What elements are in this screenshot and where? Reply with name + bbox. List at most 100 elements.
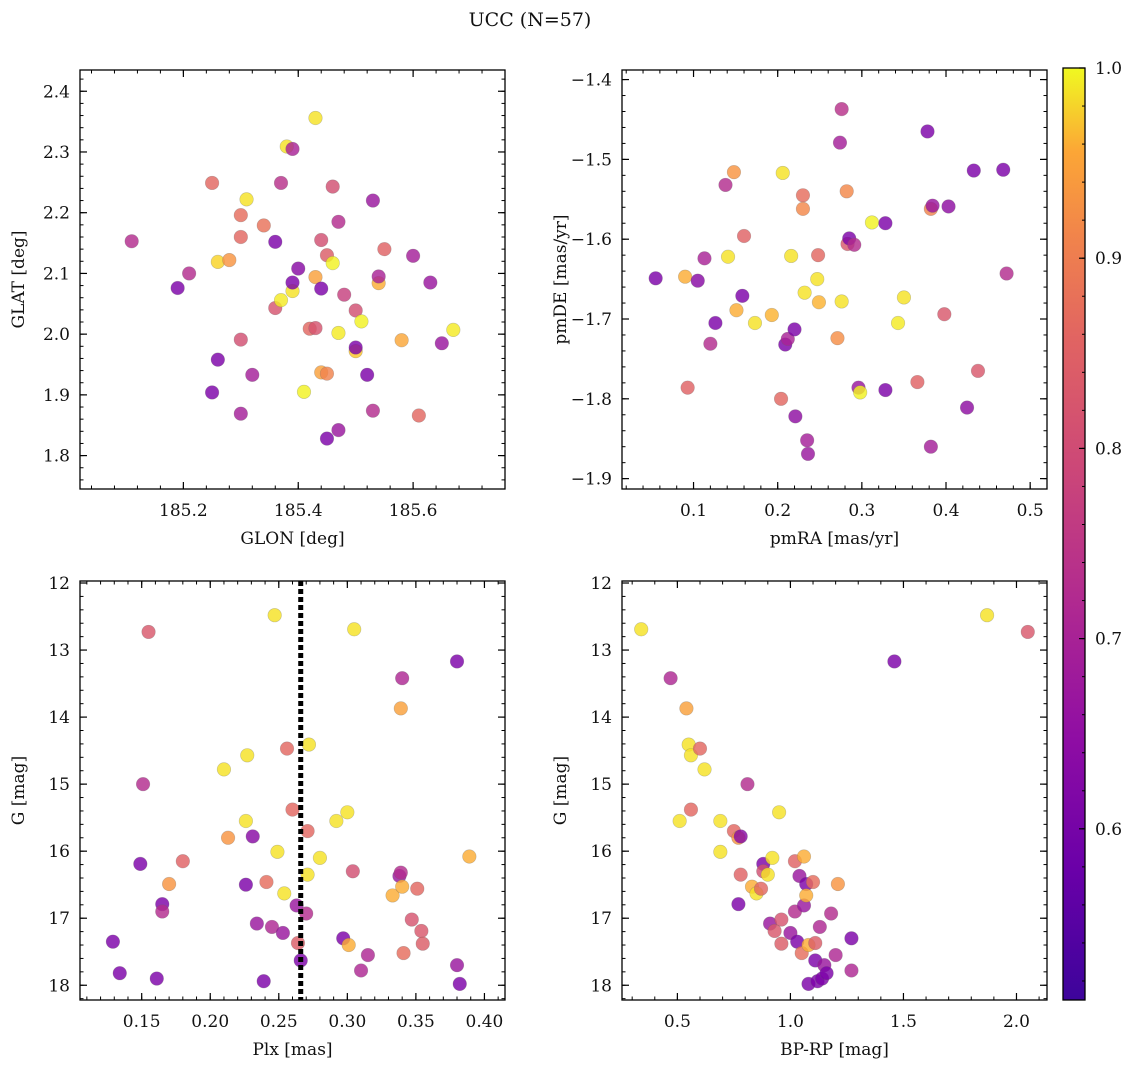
scatter-point [264, 919, 280, 935]
scatter-point [414, 923, 429, 939]
scatter-point [360, 947, 376, 963]
axes-frame [79, 69, 506, 490]
scatter-point [733, 829, 748, 844]
scatter-point [462, 849, 477, 864]
y-tick-label: −1.4 [571, 71, 612, 91]
y-tick-label: −1.6 [571, 230, 612, 250]
scatter-point [678, 269, 693, 284]
scatter-point [291, 261, 306, 276]
axes-frame [621, 69, 1048, 490]
figure-title: UCC (N=57) [469, 9, 592, 31]
y-tick-label: −1.5 [571, 150, 612, 170]
scatter-point [170, 280, 185, 296]
scatter-point [319, 431, 335, 446]
scatter-point [354, 314, 369, 329]
scatter-point [753, 881, 769, 896]
scatter-point [273, 293, 289, 308]
scatter-point [396, 945, 411, 961]
scatter-point [844, 931, 859, 946]
scatter-point [233, 406, 248, 421]
scatter-point [634, 622, 649, 637]
scatter-point [834, 102, 849, 117]
scatter-point [830, 876, 845, 892]
scatter-point [810, 248, 826, 263]
x-axis-label: GLON [deg] [240, 529, 344, 549]
y-tick-label: 2.1 [43, 264, 70, 284]
y-tick-label: 2.0 [43, 325, 70, 345]
scatter-point [733, 867, 748, 882]
y-tick-label: 13 [48, 641, 70, 661]
scatter-point [256, 218, 271, 233]
scatter-point [312, 850, 328, 865]
scatter-point [395, 671, 410, 686]
x-tick-label: 0.15 [123, 1012, 161, 1032]
scatter-point [772, 805, 787, 820]
y-tick-label: 15 [590, 775, 612, 795]
x-tick-label: 0.2 [764, 501, 791, 521]
panel-1: 185.2 185.4 185.6 1.8 1.9 2.0 2.1 2.2 2.3 2.4 GLON… [9, 69, 506, 549]
scatter-point [996, 162, 1011, 177]
scatter-point [683, 802, 699, 817]
colorbar-tick-label: 0.7 [1095, 630, 1122, 650]
colorbar: 0.6 0.7 0.8 0.9 1.0 [1062, 59, 1122, 1001]
scatter-point [135, 777, 151, 792]
y-tick-label: 16 [590, 842, 612, 862]
scatter-point [329, 813, 344, 829]
scatter-point [404, 912, 419, 927]
scatter-point [878, 216, 893, 231]
scatter-point [277, 886, 292, 901]
scatter-point [834, 294, 849, 309]
scatter-point [325, 256, 340, 271]
x-tick-label: 0.25 [260, 1012, 298, 1032]
scatter-point [210, 352, 225, 367]
scatter-point [348, 303, 363, 318]
scatter-point [240, 748, 255, 763]
scatter-point [308, 110, 323, 126]
scatter-point [220, 830, 236, 845]
y-tick-label: −1.8 [571, 390, 612, 410]
x-tick-label: 185.4 [274, 501, 323, 521]
scatter-point [735, 288, 750, 303]
scatter-point [764, 307, 779, 323]
scatter-point [273, 175, 289, 191]
y-tick-label: 12 [590, 574, 612, 594]
y-tick-label: −1.9 [571, 470, 612, 490]
scatter-point [740, 777, 755, 792]
scatter-point [844, 963, 859, 978]
scatter-point [811, 295, 827, 310]
scatter-point [204, 385, 220, 400]
scatter-point [796, 849, 812, 864]
scatter-point [233, 332, 248, 347]
x-tick-label: 0.1 [680, 501, 707, 521]
scatter-point [239, 192, 254, 207]
scatter-point [896, 290, 912, 305]
scatter-point [726, 165, 742, 180]
scatter-point [937, 307, 952, 322]
scatter-point [890, 315, 906, 331]
scatter-point [718, 177, 733, 193]
x-tick-label: 0.4 [932, 501, 959, 521]
scatter-point [238, 813, 253, 829]
y-tick-label: 1.9 [43, 386, 70, 406]
y-tick-label: 15 [48, 775, 70, 795]
scatter-point [680, 380, 695, 395]
scatter-point [697, 762, 712, 777]
scatter-point [279, 741, 295, 756]
scatter-point [285, 275, 300, 290]
scatter-point [847, 237, 862, 252]
y-tick-label: 1.8 [43, 447, 70, 467]
scatter-point [256, 974, 271, 989]
scatter-point [325, 179, 340, 194]
colorbar-tick-label: 0.9 [1095, 249, 1122, 269]
scatter-points [105, 608, 477, 992]
colorbar-tick-label: 0.6 [1095, 820, 1122, 840]
x-tick-label: 2.0 [1003, 1012, 1030, 1032]
panel-2: 0.1 0.2 0.3 0.4 0.5 −1.9 −1.8 −1.7 −1.6 −1.5 −1.4 p… [551, 69, 1048, 549]
scatter-point [296, 384, 312, 399]
scatter-point [233, 229, 248, 245]
scatter-point [797, 285, 812, 300]
scatter-point [819, 966, 834, 981]
scatter-point [345, 864, 360, 879]
scatter-point [910, 374, 925, 390]
scatter-point [795, 201, 811, 216]
